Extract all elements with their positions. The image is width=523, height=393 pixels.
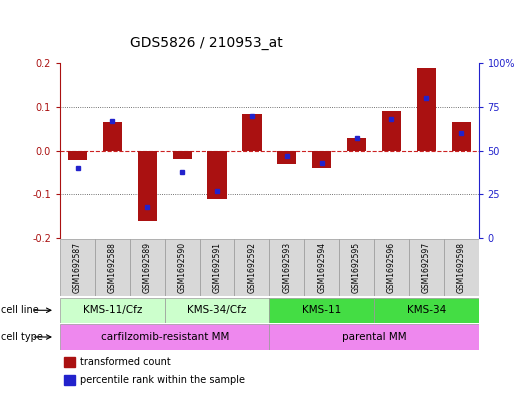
Bar xyxy=(374,298,479,323)
Bar xyxy=(269,324,479,350)
Bar xyxy=(130,239,165,296)
Bar xyxy=(444,239,479,296)
Bar xyxy=(173,151,192,159)
Text: GSM1692591: GSM1692591 xyxy=(212,242,222,293)
Bar xyxy=(200,239,234,296)
Bar xyxy=(277,151,297,164)
Bar xyxy=(417,68,436,151)
Text: GSM1692588: GSM1692588 xyxy=(108,242,117,293)
Bar xyxy=(347,138,366,151)
Text: KMS-34: KMS-34 xyxy=(406,305,446,315)
Text: GSM1692589: GSM1692589 xyxy=(143,242,152,293)
Bar xyxy=(95,239,130,296)
Bar xyxy=(208,151,226,199)
Bar xyxy=(234,239,269,296)
Text: KMS-11: KMS-11 xyxy=(302,305,342,315)
Bar xyxy=(60,298,165,323)
Bar xyxy=(64,375,75,385)
Bar xyxy=(304,239,339,296)
Text: GSM1692593: GSM1692593 xyxy=(282,242,291,294)
Text: cell type: cell type xyxy=(1,332,43,342)
Bar xyxy=(68,151,87,160)
Text: GSM1692590: GSM1692590 xyxy=(178,242,187,294)
Text: GSM1692597: GSM1692597 xyxy=(422,242,431,294)
Bar xyxy=(165,298,269,323)
Bar xyxy=(165,239,200,296)
Bar xyxy=(60,239,95,296)
Bar xyxy=(64,357,75,367)
Text: parental MM: parental MM xyxy=(342,332,406,342)
Text: GSM1692587: GSM1692587 xyxy=(73,242,82,293)
Bar xyxy=(242,114,262,151)
Text: KMS-34/Cfz: KMS-34/Cfz xyxy=(187,305,247,315)
Bar xyxy=(382,111,401,151)
Text: GSM1692592: GSM1692592 xyxy=(247,242,256,293)
Text: KMS-11/Cfz: KMS-11/Cfz xyxy=(83,305,142,315)
Bar xyxy=(103,122,122,151)
Text: percentile rank within the sample: percentile rank within the sample xyxy=(80,375,245,385)
Bar xyxy=(374,239,409,296)
Bar xyxy=(269,239,304,296)
Bar xyxy=(409,239,444,296)
Bar xyxy=(312,151,331,168)
Bar xyxy=(451,122,471,151)
Bar xyxy=(138,151,157,220)
Text: GSM1692595: GSM1692595 xyxy=(352,242,361,294)
Text: carfilzomib-resistant MM: carfilzomib-resistant MM xyxy=(100,332,229,342)
Text: cell line: cell line xyxy=(1,305,39,315)
Bar xyxy=(60,324,269,350)
Text: GSM1692594: GSM1692594 xyxy=(317,242,326,294)
Bar xyxy=(269,298,374,323)
Text: transformed count: transformed count xyxy=(80,357,171,367)
Text: GDS5826 / 210953_at: GDS5826 / 210953_at xyxy=(130,35,283,50)
Text: GSM1692598: GSM1692598 xyxy=(457,242,465,293)
Text: GSM1692596: GSM1692596 xyxy=(387,242,396,294)
Bar xyxy=(339,239,374,296)
